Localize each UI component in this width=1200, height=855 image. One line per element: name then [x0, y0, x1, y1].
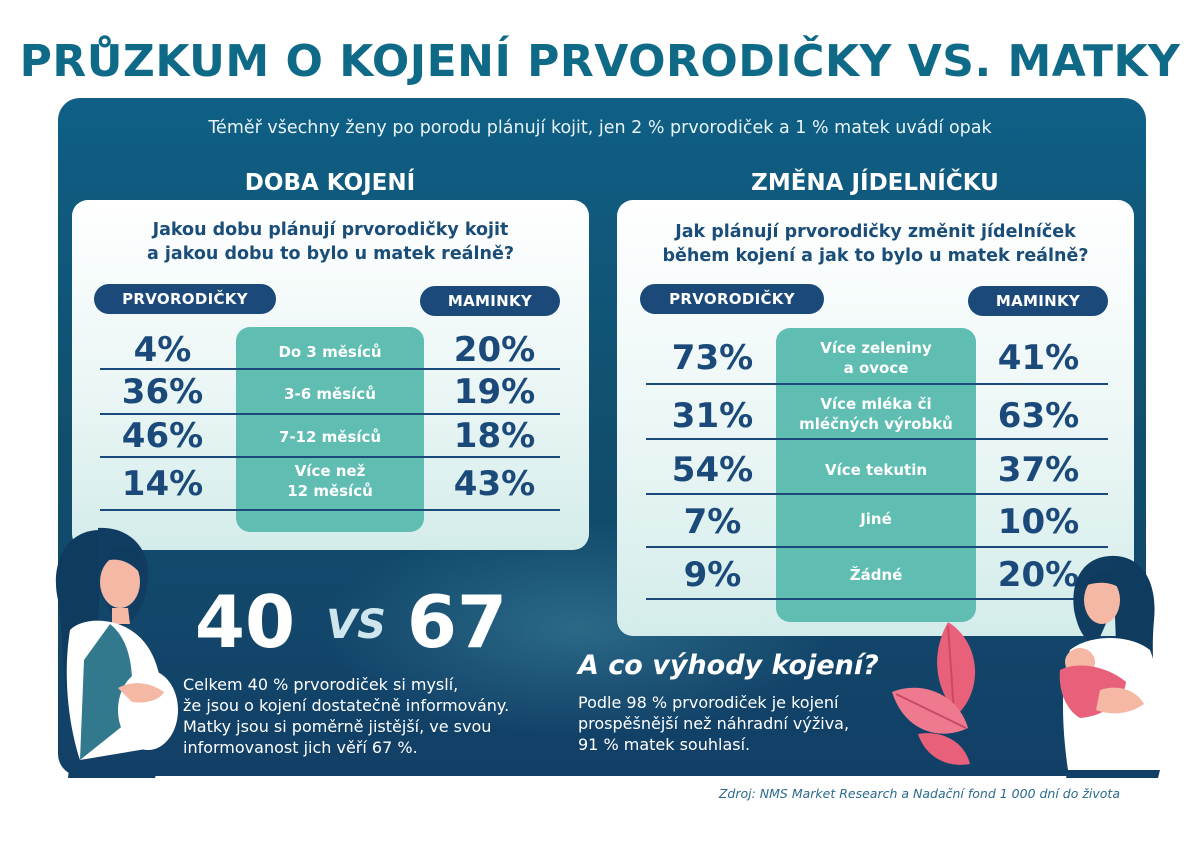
- right-category: Více tekutin: [776, 460, 976, 480]
- right-category-line: mléčných výrobků: [799, 415, 953, 433]
- left-question: Jakou dobu plánují prvorodičky kojit a j…: [72, 218, 589, 266]
- left-row-divider: [100, 368, 560, 370]
- right-row-divider: [646, 383, 1108, 385]
- leaf-decoration: [892, 622, 976, 765]
- right-category-line: Více tekutin: [824, 461, 928, 479]
- right-category-line: Více zeleniny: [820, 339, 932, 357]
- left-mothers-value: 20%: [453, 330, 536, 370]
- left-first-value: 46%: [121, 416, 204, 456]
- left-label-first: PRVORODIČKY: [94, 284, 276, 314]
- left-category-column: [236, 327, 424, 532]
- pregnant-woman-illustration: [55, 527, 178, 778]
- left-mothers-value: 43%: [453, 464, 536, 504]
- right-row-divider: [646, 493, 1108, 495]
- right-category-line: Více mléka či: [820, 395, 932, 413]
- right-first-value: 73%: [671, 338, 754, 378]
- left-category: 3-6 měsíců: [284, 385, 376, 403]
- informed-text: Celkem 40 % prvorodiček si myslí, že jso…: [183, 674, 583, 758]
- right-first-value: 31%: [671, 396, 754, 436]
- right-category: Jiné: [776, 509, 976, 529]
- right-category-line: a ovoce: [843, 359, 909, 377]
- right-first-value: 9%: [683, 555, 742, 595]
- right-label-mothers: MAMINKY: [968, 286, 1108, 316]
- source-note: Zdroj: NMS Market Research a Nadační fon…: [718, 786, 1120, 801]
- left-row-divider: [100, 509, 560, 511]
- right-section-title: ZMĚNA JÍDELNÍČKU: [751, 170, 999, 196]
- left-mothers-value: 19%: [453, 372, 536, 412]
- benefits-text: Podle 98 % prvorodiček je kojení prospěš…: [578, 692, 898, 755]
- left-label-mothers: MAMINKY: [420, 286, 560, 316]
- right-mothers-value: 41%: [997, 338, 1080, 378]
- left-category: Více než 12 měsíců: [236, 461, 424, 501]
- benefits-text-line: Podle 98 % prvorodiček je kojení: [578, 693, 839, 712]
- left-category: 7-12 měsíců: [278, 428, 382, 446]
- benefits-text-line: prospěšnější než náhradní výživa,: [578, 714, 850, 733]
- page-title: PRŮZKUM O KOJENÍ PRVORODIČKY VS. MATKY: [19, 36, 1181, 87]
- informed-mothers-value: 67: [406, 580, 508, 664]
- right-row-divider: [646, 546, 1108, 548]
- left-first-value: 4%: [133, 330, 192, 370]
- left-mothers-value: 18%: [453, 416, 536, 456]
- benefits-text-line: 91 % matek souhlasí.: [578, 735, 751, 754]
- right-category: Více zeleniny a ovoce: [776, 338, 976, 378]
- left-section-title: DOBA KOJENÍ: [244, 170, 416, 196]
- benefits-title: A co výhody kojení?: [578, 650, 879, 681]
- right-category: Více mléka či mléčných výrobků: [776, 394, 976, 434]
- left-first-value: 36%: [121, 372, 204, 412]
- right-category-line: Jiné: [860, 510, 892, 528]
- right-row-divider: [646, 438, 1108, 440]
- vs-label: VS: [326, 602, 386, 648]
- right-category-column: [776, 328, 976, 622]
- right-mothers-value: 20%: [997, 555, 1080, 595]
- left-category: Do 3 měsíců: [278, 343, 382, 361]
- right-first-value: 7%: [683, 502, 742, 542]
- left-category-line: Více než: [294, 462, 366, 480]
- informed-text-line: Matky jsou si poměrně jistější, ve svou: [183, 717, 492, 736]
- subtitle: Téměř všechny ženy po porodu plánují koj…: [208, 118, 992, 138]
- informed-text-line: že jsou o kojení dostatečně informovány.: [183, 696, 510, 715]
- right-label-first: PRVORODIČKY: [640, 284, 824, 314]
- nursing-mother-illustration: [1059, 555, 1160, 778]
- right-question: Jak plánují prvorodičky změnit jídelníče…: [617, 220, 1134, 268]
- right-category: Žádné: [776, 565, 976, 585]
- right-question-line1: Jak plánují prvorodičky změnit jídelníče…: [675, 222, 1076, 242]
- right-question-line2: během kojení a jak to bylo u matek reáln…: [662, 246, 1089, 266]
- left-category-line: 12 měsíců: [287, 482, 373, 500]
- left-question-line1: Jakou dobu plánují prvorodičky kojit: [152, 220, 509, 240]
- right-row-divider: [646, 598, 1108, 600]
- left-first-value: 14%: [121, 464, 204, 504]
- informed-text-line: informovanost jich věří 67 %.: [183, 738, 418, 757]
- left-question-line2: a jakou dobu to bylo u matek reálně?: [147, 244, 514, 264]
- informed-text-line: Celkem 40 % prvorodiček si myslí,: [183, 675, 459, 694]
- left-row-divider: [100, 413, 560, 415]
- left-row-divider: [100, 456, 560, 458]
- right-first-value: 54%: [671, 450, 754, 490]
- right-mothers-value: 63%: [997, 396, 1080, 436]
- right-mothers-value: 37%: [997, 450, 1080, 490]
- right-category-line: Žádné: [849, 566, 903, 584]
- right-mothers-value: 10%: [997, 502, 1080, 542]
- informed-first-value: 40: [194, 580, 296, 664]
